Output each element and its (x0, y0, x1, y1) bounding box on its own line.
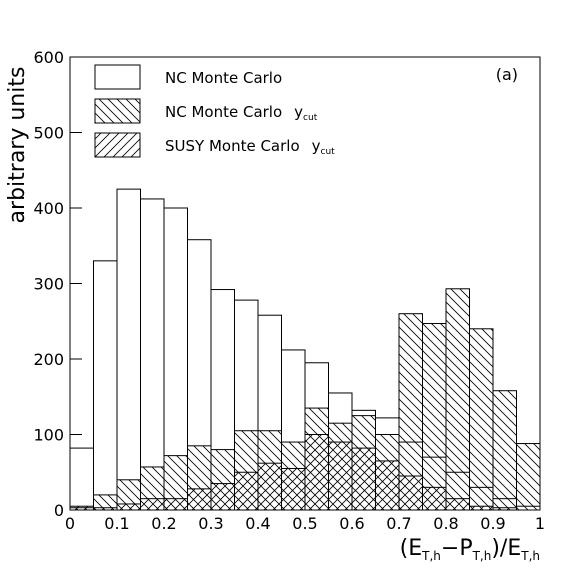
annotation: (a) (496, 65, 518, 84)
y-tick-label: 500 (33, 124, 64, 143)
x-tick-label: 0.9 (480, 514, 505, 533)
y-tick-label: 200 (33, 350, 64, 369)
histogram-bar (422, 323, 447, 511)
histogram-bar (69, 505, 94, 511)
legend-label: NC Monte Carlo (165, 69, 282, 87)
histogram-bar (116, 188, 141, 511)
legend-label: NC Monte Carlo ycut (165, 103, 318, 123)
histogram-bar (445, 498, 470, 511)
histogram-bar (469, 505, 494, 511)
x-tick-label: 0.7 (386, 514, 411, 533)
histogram-bar (281, 467, 306, 511)
x-tick-label: 0.1 (104, 514, 129, 533)
y-tick-label: 100 (33, 426, 64, 445)
histogram-bar (351, 447, 376, 511)
histogram-bar (492, 390, 517, 511)
legend-name: SUSY Monte Carlo (165, 137, 300, 155)
histogram-bar (469, 328, 494, 511)
histogram-bar (93, 260, 118, 511)
y-tick-label: 300 (33, 275, 64, 294)
x-label-sub: T,h (520, 549, 540, 563)
x-label-part: (E (400, 536, 422, 561)
legend-suffix-sub: cut (303, 113, 318, 123)
y-axis-label: arbitrary units (5, 67, 30, 224)
legend-name: NC Monte Carlo (165, 103, 282, 121)
histogram-bar (210, 483, 235, 511)
histogram-bar (234, 471, 259, 511)
legend-name: NC Monte Carlo (165, 69, 282, 87)
legend-swatch (94, 98, 141, 124)
x-axis-label: (ET,h−PT,h)/ET,h (400, 536, 540, 563)
histogram-bar (69, 447, 94, 511)
x-tick-label: 0.6 (339, 514, 364, 533)
histogram-bar (140, 498, 165, 511)
histogram-bar (328, 441, 353, 511)
histogram-bar (422, 486, 447, 511)
legend-suffix-sub: cut (321, 147, 336, 157)
x-tick-label: 0.2 (151, 514, 176, 533)
legend-suffix: y (312, 137, 321, 155)
histogram-bar (187, 488, 212, 511)
y-tick-label: 600 (33, 48, 64, 67)
histogram-bar (163, 498, 188, 511)
histogram-bar (398, 475, 423, 511)
legend-suffix: y (294, 103, 303, 121)
legend-label: SUSY Monte Carlo ycut (165, 137, 335, 157)
histogram-bar (375, 460, 400, 511)
histogram-bar (492, 507, 517, 511)
x-label-sub: T,h (472, 549, 492, 563)
histogram-bar (516, 443, 541, 511)
x-tick-label: 0.3 (198, 514, 223, 533)
x-tick-label: 0 (65, 514, 75, 533)
x-tick-label: 0.4 (245, 514, 270, 533)
y-tick-label: 400 (33, 199, 64, 218)
histogram-bar (257, 462, 282, 511)
x-tick-label: 1 (535, 514, 545, 533)
histogram-bar (304, 434, 329, 511)
x-tick-label: 0.5 (292, 514, 317, 533)
legend-swatch (94, 64, 141, 90)
histogram-bar (445, 288, 470, 511)
x-tick-label: 0.8 (433, 514, 458, 533)
x-label-part: )/E (491, 536, 521, 561)
histogram-bar (116, 503, 141, 511)
histogram-bar (93, 507, 118, 511)
x-label-sub: T,h (421, 549, 441, 563)
y-tick-label: 0 (54, 501, 64, 520)
x-label-part: −P (441, 536, 473, 561)
histogram-bar (140, 198, 165, 511)
legend-swatch (94, 132, 141, 158)
